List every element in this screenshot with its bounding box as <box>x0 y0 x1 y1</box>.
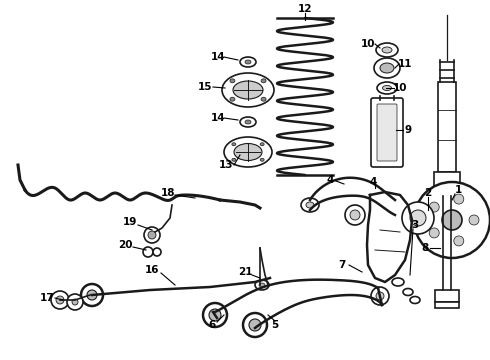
Text: 14: 14 <box>211 52 225 62</box>
Ellipse shape <box>230 97 235 101</box>
Ellipse shape <box>233 81 263 99</box>
FancyBboxPatch shape <box>371 98 403 167</box>
Text: 19: 19 <box>123 217 137 227</box>
Circle shape <box>371 287 389 305</box>
Text: 21: 21 <box>238 267 252 277</box>
Circle shape <box>56 296 64 304</box>
Circle shape <box>148 231 156 239</box>
FancyBboxPatch shape <box>435 290 459 302</box>
Ellipse shape <box>376 43 398 57</box>
Circle shape <box>469 215 479 225</box>
Ellipse shape <box>224 137 272 167</box>
Ellipse shape <box>261 97 266 101</box>
Ellipse shape <box>245 60 251 64</box>
Ellipse shape <box>245 120 251 124</box>
Text: 1: 1 <box>454 185 462 195</box>
Ellipse shape <box>240 57 256 67</box>
Circle shape <box>144 227 160 243</box>
Circle shape <box>442 210 462 230</box>
Text: 12: 12 <box>298 4 312 14</box>
Text: 3: 3 <box>412 220 418 230</box>
FancyBboxPatch shape <box>434 188 460 196</box>
Text: 16: 16 <box>145 265 159 275</box>
Ellipse shape <box>230 79 235 83</box>
Ellipse shape <box>232 143 236 146</box>
Circle shape <box>454 236 464 246</box>
Ellipse shape <box>260 158 264 161</box>
Text: 14: 14 <box>211 113 225 123</box>
Circle shape <box>376 292 384 300</box>
Text: 5: 5 <box>271 320 279 330</box>
Ellipse shape <box>260 143 264 146</box>
Ellipse shape <box>261 79 266 83</box>
Text: 2: 2 <box>424 188 432 198</box>
Ellipse shape <box>382 47 392 53</box>
Circle shape <box>429 202 439 212</box>
Text: 18: 18 <box>161 188 175 198</box>
FancyBboxPatch shape <box>435 302 459 308</box>
Circle shape <box>51 291 69 309</box>
Ellipse shape <box>301 198 319 212</box>
Circle shape <box>203 303 227 327</box>
Ellipse shape <box>374 58 400 78</box>
Circle shape <box>350 210 360 220</box>
Circle shape <box>209 309 221 321</box>
Text: 10: 10 <box>393 83 407 93</box>
Text: 7: 7 <box>338 260 345 270</box>
Circle shape <box>402 202 434 234</box>
Ellipse shape <box>240 117 256 127</box>
Text: 8: 8 <box>421 243 429 253</box>
Ellipse shape <box>222 73 274 107</box>
FancyBboxPatch shape <box>438 82 456 172</box>
Text: 6: 6 <box>208 320 216 330</box>
Circle shape <box>81 284 103 306</box>
FancyBboxPatch shape <box>377 104 397 161</box>
Circle shape <box>87 290 97 300</box>
Circle shape <box>243 313 267 337</box>
Circle shape <box>249 319 261 331</box>
Circle shape <box>454 194 464 204</box>
Circle shape <box>143 247 153 257</box>
Ellipse shape <box>392 278 404 286</box>
Text: 20: 20 <box>118 240 132 250</box>
Text: 11: 11 <box>398 59 412 69</box>
Text: 4: 4 <box>326 175 334 185</box>
Ellipse shape <box>377 82 397 94</box>
Circle shape <box>345 205 365 225</box>
Circle shape <box>72 299 78 305</box>
Ellipse shape <box>403 288 413 296</box>
Ellipse shape <box>383 86 392 90</box>
Text: 10: 10 <box>361 39 375 49</box>
Text: 15: 15 <box>198 82 212 92</box>
Circle shape <box>67 294 83 310</box>
Ellipse shape <box>380 63 394 73</box>
Text: 4: 4 <box>369 177 377 187</box>
Text: 17: 17 <box>40 293 54 303</box>
Ellipse shape <box>259 283 265 287</box>
Ellipse shape <box>255 280 269 290</box>
Ellipse shape <box>234 144 262 161</box>
Circle shape <box>153 248 161 256</box>
Ellipse shape <box>232 158 236 161</box>
Circle shape <box>414 182 490 258</box>
Circle shape <box>429 228 439 238</box>
FancyBboxPatch shape <box>434 172 460 186</box>
Text: 9: 9 <box>404 125 412 135</box>
Text: 13: 13 <box>219 160 233 170</box>
Ellipse shape <box>410 297 420 303</box>
Ellipse shape <box>306 202 314 208</box>
Circle shape <box>410 210 426 226</box>
